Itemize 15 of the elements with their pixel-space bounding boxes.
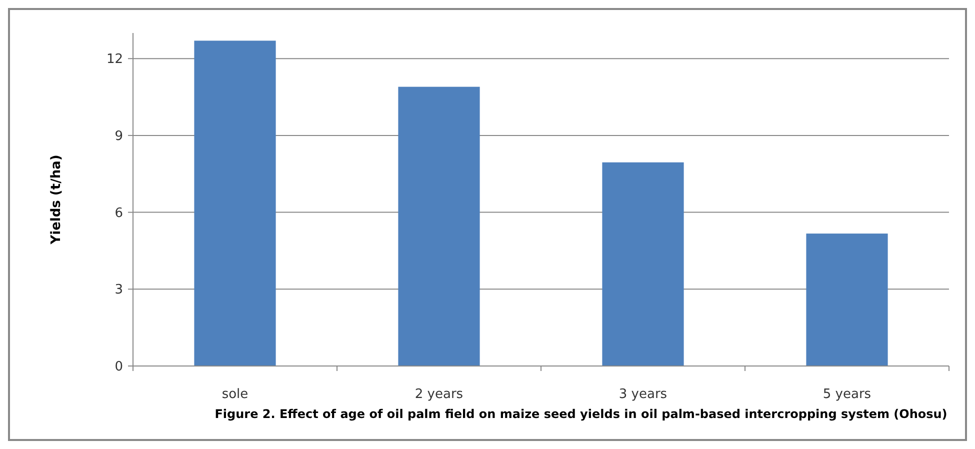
caption: Figure 2. Effect of age of oil palm field on maize seed yields in oil palm-based intercropping system (Ohosu) [214, 407, 948, 421]
y-tick-label: 0 [114, 360, 123, 375]
bar [806, 234, 888, 366]
bar [398, 86, 480, 366]
y-axis-title: Yields (t/ha) [49, 154, 64, 246]
bar [602, 162, 684, 366]
y-tick-label: 9 [114, 129, 123, 144]
x-tick-label: sole [222, 387, 248, 402]
x-tick-label: 2 years [414, 387, 464, 402]
y-tick-label: 6 [114, 206, 123, 221]
y-tick-label: 12 [106, 52, 123, 68]
bar [194, 40, 276, 366]
x-tick-label: 5 years [822, 387, 872, 402]
y-tick-label: 3 [114, 282, 123, 298]
x-tick-label: 3 years [618, 387, 668, 402]
